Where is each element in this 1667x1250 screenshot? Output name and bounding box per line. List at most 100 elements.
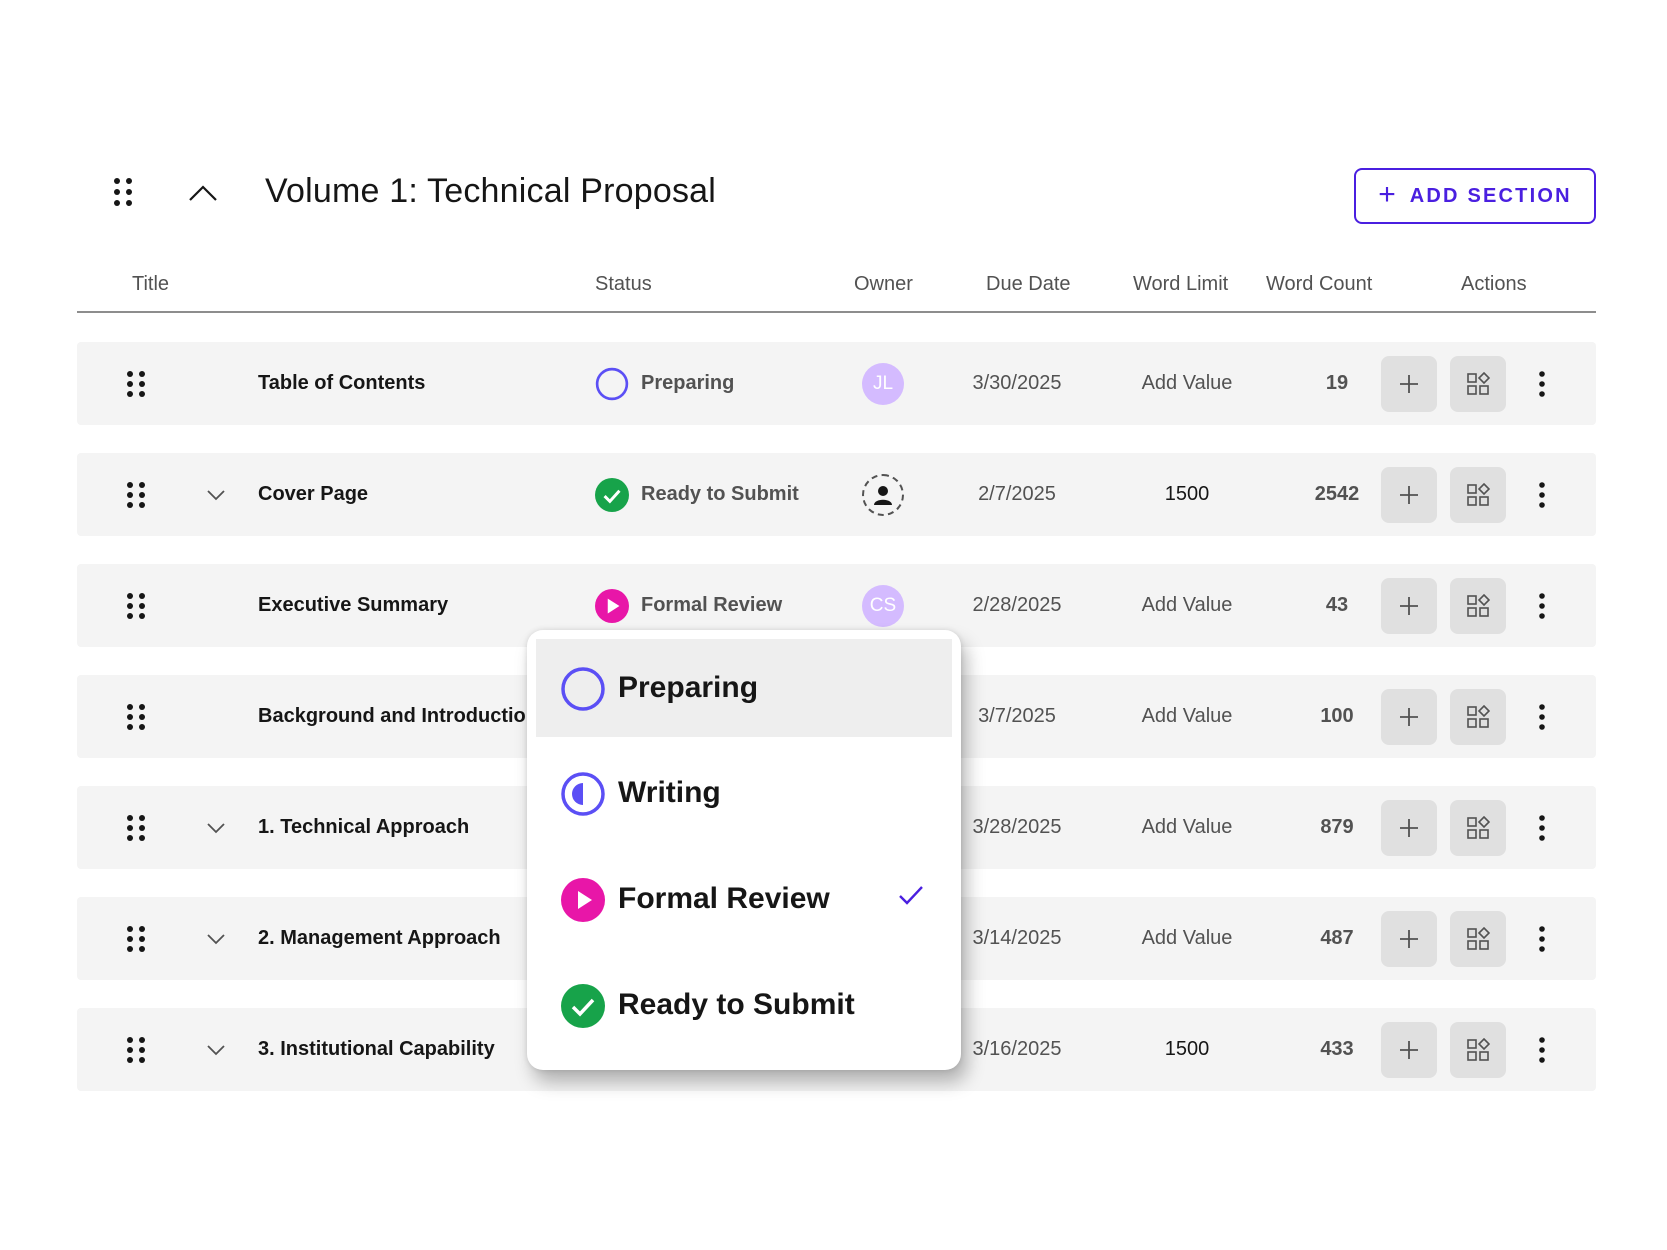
row-expand-toggle[interactable] [205,786,229,869]
add-subsection-button[interactable] [1381,467,1437,523]
apps-button[interactable] [1450,1022,1506,1078]
column-owner[interactable]: Owner [854,273,913,295]
overflow-menu-button[interactable] [1532,897,1552,980]
plus-icon [1400,375,1418,393]
overflow-menu-button[interactable] [1532,342,1552,425]
more-vertical-icon [1539,1036,1545,1063]
row-word-limit[interactable]: Add Value [1141,372,1233,394]
add-subsection-button[interactable] [1381,800,1437,856]
chevron-down-icon [207,822,225,833]
plus-icon [1400,930,1418,948]
apps-icon [1467,927,1490,950]
row-due-date[interactable]: 2/7/2025 [978,483,1056,505]
formal-review-icon [595,588,629,623]
row-due-date[interactable]: 3/7/2025 [978,705,1056,727]
user-icon [874,485,892,505]
row-word-limit[interactable]: 1500 [1164,1038,1210,1060]
apps-icon [1467,1038,1490,1061]
row-owner[interactable] [861,453,905,536]
chevron-up-icon[interactable] [185,176,221,212]
apps-button[interactable] [1450,800,1506,856]
row-drag-handle[interactable] [126,897,146,980]
row-word-count: 43 [1325,594,1349,616]
row-drag-handle[interactable] [126,786,146,869]
overflow-menu-button[interactable] [1532,564,1552,647]
table-row[interactable]: Executive Summary Formal Review CS 2/28/202… [77,564,1596,647]
apps-button[interactable] [1450,467,1506,523]
apps-button[interactable] [1450,911,1506,967]
drag-handle-icon[interactable] [112,177,134,207]
add-subsection-button[interactable] [1381,911,1437,967]
row-owner[interactable]: CS [861,564,905,647]
add-subsection-button[interactable] [1381,689,1437,745]
column-status[interactable]: Status [595,273,652,295]
overflow-menu-button[interactable] [1532,786,1552,869]
row-status[interactable]: Formal Review [595,564,782,647]
column-title[interactable]: Title [132,273,170,295]
add-subsection-button[interactable] [1381,356,1437,412]
dropdown-option-writing[interactable]: Writing [536,744,952,842]
table-row[interactable]: Table of Contents Preparing JL 3/30/2025 Add… [77,342,1596,425]
row-title[interactable]: Table of Contents [258,372,426,394]
apps-icon [1467,816,1490,839]
add-section-button[interactable]: + ADD SECTION [1354,168,1596,224]
row-expand-toggle[interactable] [205,453,229,536]
page-title: Volume 1: Technical Proposal [265,172,717,210]
row-drag-handle[interactable] [126,342,146,425]
more-vertical-icon [1539,703,1545,730]
status-label: Preparing [641,372,735,394]
column-due-date[interactable]: Due Date [986,273,1071,295]
row-word-limit[interactable]: Add Value [1141,927,1233,949]
row-word-count: 19 [1325,372,1349,394]
more-vertical-icon [1539,592,1545,619]
row-word-limit[interactable]: Add Value [1141,816,1233,838]
plus-icon [1400,708,1418,726]
chevron-down-icon [207,489,225,500]
dropdown-option-preparing[interactable]: Preparing [536,639,952,737]
column-word-count[interactable]: Word Count [1266,273,1373,295]
row-due-date[interactable]: 3/16/2025 [972,1038,1062,1060]
row-due-date[interactable]: 3/30/2025 [972,372,1062,394]
row-expand-toggle[interactable] [205,897,229,980]
row-drag-handle[interactable] [126,564,146,647]
row-word-limit[interactable]: Add Value [1141,594,1233,616]
row-status[interactable]: Ready to Submit [595,453,799,536]
overflow-menu-button[interactable] [1532,1008,1552,1091]
status-label: Ready to Submit [641,483,799,505]
apps-button[interactable] [1450,578,1506,634]
row-title[interactable]: 3. Institutional Capability [258,1038,495,1060]
drag-handle-icon [127,703,145,730]
row-title[interactable]: 2. Management Approach [258,927,501,949]
row-drag-handle[interactable] [126,675,146,758]
apps-button[interactable] [1450,356,1506,412]
overflow-menu-button[interactable] [1532,453,1552,536]
dropdown-option-ready-to-submit[interactable]: Ready to Submit [536,956,952,1054]
overflow-menu-button[interactable] [1532,675,1552,758]
row-due-date[interactable]: 3/28/2025 [972,816,1062,838]
row-status[interactable]: Preparing [595,342,734,425]
plus-icon [1400,597,1418,615]
add-subsection-button[interactable] [1381,578,1437,634]
plus-icon: + [1378,177,1396,211]
row-owner[interactable]: JL [861,342,905,425]
column-word-limit[interactable]: Word Limit [1133,273,1229,295]
row-drag-handle[interactable] [126,1008,146,1091]
more-vertical-icon [1539,370,1545,397]
apps-button[interactable] [1450,689,1506,745]
dropdown-option-formal-review[interactable]: Formal Review [536,850,952,948]
drag-handle-icon [127,592,145,619]
row-word-limit[interactable]: 1500 [1164,483,1210,505]
row-due-date[interactable]: 3/14/2025 [972,927,1062,949]
row-word-limit[interactable]: Add Value [1141,705,1233,727]
row-due-date[interactable]: 2/28/2025 [972,594,1062,616]
plus-icon [1400,1041,1418,1059]
row-word-count: 2542 [1314,483,1360,505]
add-subsection-button[interactable] [1381,1022,1437,1078]
row-title[interactable]: Cover Page [258,483,369,505]
row-drag-handle[interactable] [126,453,146,536]
row-title[interactable]: Background and Introduction [258,705,538,727]
row-title[interactable]: 1. Technical Approach [258,816,470,838]
table-row[interactable]: Cover Page Ready to Submit 2/7/2025 1500 254… [77,453,1596,536]
row-expand-toggle[interactable] [205,1008,229,1091]
row-title[interactable]: Executive Summary [258,594,449,616]
